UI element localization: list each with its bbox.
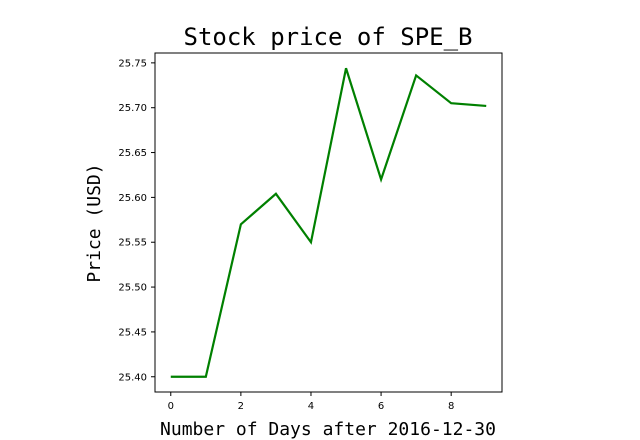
y-tick-label: 25.65 bbox=[118, 148, 147, 159]
x-tick-label: 6 bbox=[378, 401, 384, 412]
y-tick-label: 25.60 bbox=[118, 193, 147, 204]
y-tick-label: 25.75 bbox=[118, 58, 147, 69]
y-tick-label: 25.50 bbox=[118, 283, 147, 294]
y-axis-label: Price (USD) bbox=[84, 163, 105, 282]
x-tick-label: 4 bbox=[308, 401, 314, 412]
series-line bbox=[170, 67, 487, 378]
x-axis-label: Number of Days after 2016-12-30 bbox=[160, 419, 496, 440]
plot-area: 0 2 4 6 8 25.40 25.45 25.50 25.55 25.60 25.65 25.70… bbox=[118, 52, 503, 412]
x-tick-label: 0 bbox=[168, 401, 174, 412]
plot-frame bbox=[154, 52, 503, 393]
x-tick-label: 8 bbox=[448, 401, 454, 412]
y-tick-label: 25.45 bbox=[118, 327, 147, 338]
y-tick-label: 25.55 bbox=[118, 238, 147, 249]
chart-title: Stock price of SPE_B bbox=[184, 23, 473, 51]
x-tick-label: 2 bbox=[238, 401, 244, 412]
y-tick-label: 25.40 bbox=[118, 372, 147, 383]
y-tick-label: 25.70 bbox=[118, 103, 147, 114]
axis-ticks: 0 2 4 6 8 25.40 25.45 25.50 25.55 25.60 25.65 25.70… bbox=[118, 58, 454, 412]
